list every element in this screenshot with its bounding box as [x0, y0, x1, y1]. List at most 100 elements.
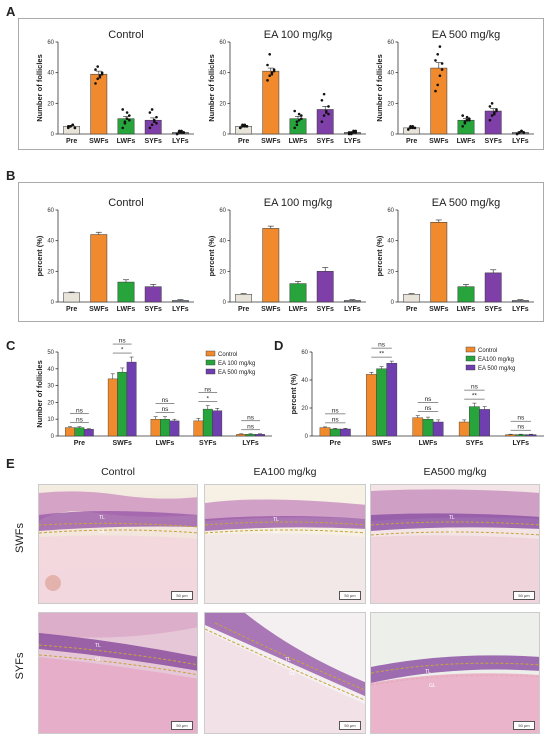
bar — [376, 368, 387, 437]
data-point — [320, 98, 324, 102]
y-tick-label: 0 — [51, 300, 55, 306]
data-point — [73, 126, 77, 130]
legend-label: EA100 mg/kg — [478, 357, 514, 363]
bar — [386, 363, 398, 437]
data-point — [490, 102, 494, 105]
y-tick-label: 40 — [47, 71, 54, 77]
sig-label: ns — [204, 386, 212, 393]
data-point — [438, 74, 442, 78]
panel-label-e: E — [6, 456, 15, 471]
data-point — [490, 114, 494, 117]
bar — [319, 427, 331, 437]
data-point — [67, 125, 70, 128]
bar — [289, 118, 307, 135]
y-tick-label: 60 — [387, 40, 394, 46]
histology-syfs-ea100: TL GL 50 μm — [204, 612, 366, 734]
x-tick-label: Pre — [330, 440, 341, 447]
data-point — [270, 72, 274, 76]
sig-label: ns — [517, 424, 525, 431]
bar — [193, 420, 204, 437]
data-point — [121, 108, 124, 111]
data-point — [515, 132, 519, 136]
chart-title: EA 100 mg/kg — [264, 29, 333, 41]
x-tick-label: Pre — [66, 306, 77, 313]
scale-bar: 50 μm — [513, 721, 535, 730]
bar — [343, 300, 361, 303]
y-tick-label: 0 — [391, 300, 395, 306]
y-tick-label: 0 — [51, 434, 55, 440]
bar — [262, 70, 280, 135]
y-tick-label: 20 — [219, 101, 226, 107]
histology-swfs-ea100: TL GL 50 μm — [204, 484, 366, 604]
x-tick-label: Pre — [74, 440, 85, 447]
data-point — [300, 114, 303, 117]
bar — [255, 434, 265, 437]
data-point — [180, 131, 183, 134]
sig-label: ns — [425, 405, 433, 412]
bar — [90, 234, 108, 303]
bar — [289, 283, 307, 303]
data-point — [320, 120, 324, 124]
bar — [340, 428, 351, 437]
x-tick-label: LYFs — [242, 440, 259, 447]
chart-title: EA 500 mg/kg — [432, 197, 501, 209]
y-axis-label: Number of follicles — [207, 54, 216, 122]
bar — [169, 420, 180, 437]
x-tick-label: LWFs — [117, 306, 136, 313]
data-point — [178, 129, 181, 133]
data-point — [461, 114, 465, 117]
x-tick-label: LYFs — [172, 306, 189, 313]
panel-label-c: C — [6, 338, 16, 353]
y-axis-label: Number of follicles — [375, 54, 384, 122]
histology-syfs-control: TL GL 50 μm — [38, 612, 198, 734]
x-tick-label: SYFs — [484, 306, 502, 313]
data-point — [128, 118, 131, 122]
data-point — [409, 125, 412, 128]
scale-bar: 50 μm — [171, 591, 193, 600]
data-point — [434, 89, 437, 93]
data-point — [438, 45, 442, 48]
y-tick-label: 20 — [47, 269, 54, 275]
data-point — [268, 74, 272, 78]
chart-title: Control — [108, 197, 143, 209]
sig-label: ns — [378, 342, 386, 349]
data-point — [325, 111, 328, 114]
y-tick-label: 50 — [47, 350, 54, 356]
data-point — [71, 123, 74, 127]
data-point — [327, 105, 330, 108]
x-tick-label: SYFs — [316, 306, 334, 313]
y-tick-label: 40 — [47, 367, 54, 373]
bar — [316, 271, 334, 303]
y-tick-label: 0 — [223, 300, 227, 306]
tl-label: TL — [99, 515, 105, 521]
x-tick-label: SWFs — [89, 306, 109, 313]
bar — [212, 410, 223, 437]
data-point — [266, 79, 269, 82]
data-point — [272, 69, 276, 73]
bar — [235, 126, 253, 135]
histology-swfs-control: TL GL 50 μm — [38, 484, 198, 604]
x-tick-label: SYFs — [316, 138, 334, 145]
data-point — [468, 118, 471, 122]
data-point — [266, 63, 269, 67]
data-point — [100, 72, 104, 76]
bar — [432, 421, 444, 437]
data-point — [155, 121, 158, 125]
bar — [117, 371, 128, 437]
x-tick-label: Pre — [66, 138, 77, 145]
legend-swatch — [205, 350, 216, 357]
row-label-swfs: SWFs — [14, 523, 26, 553]
legend-swatch — [465, 346, 476, 353]
scale-bar: 50 μm — [513, 591, 535, 600]
y-tick-label: 40 — [301, 378, 308, 384]
panel-label-a: A — [6, 4, 16, 19]
sig-label: ns — [76, 407, 84, 414]
tl-label: TL — [285, 657, 291, 663]
x-tick-label: SWFs — [112, 440, 132, 447]
bar — [236, 434, 247, 437]
y-axis-label: percent (%) — [207, 235, 216, 276]
data-point — [297, 118, 301, 122]
x-tick-label: LWFs — [117, 138, 136, 145]
x-tick-label: LYFs — [344, 306, 361, 313]
y-tick-label: 40 — [387, 239, 394, 245]
